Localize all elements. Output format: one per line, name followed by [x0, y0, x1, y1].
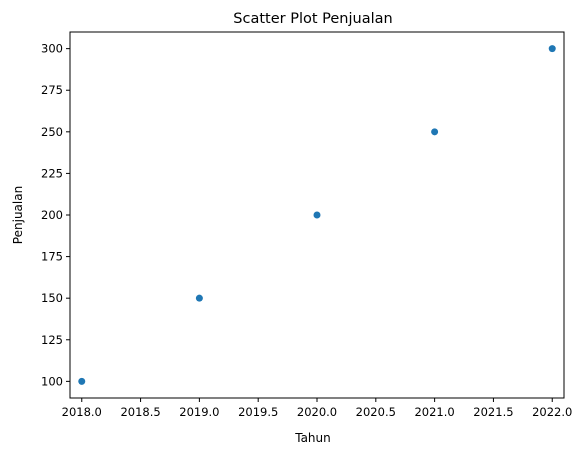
x-tick-label: 2019.5 [238, 405, 278, 419]
x-tick-label: 2018.5 [120, 405, 160, 419]
scatter-point [431, 128, 439, 136]
scatter-point [313, 211, 321, 219]
x-tick-label: 2021.0 [414, 405, 454, 419]
x-tick-label: 2018.0 [62, 405, 102, 419]
scatter-point [78, 377, 86, 385]
y-tick-label: 250 [41, 125, 63, 139]
y-tick-label: 200 [41, 208, 63, 222]
x-tick-label: 2021.5 [473, 405, 513, 419]
y-tick-label: 100 [41, 374, 63, 388]
chart-title: Scatter Plot Penjualan [233, 11, 392, 27]
scatter-point [195, 294, 203, 302]
y-axis-label: Penjualan [11, 186, 25, 244]
x-axis: 2018.0 2018.5 2019.0 2019.5 2020.0 2020.5 2021… [62, 398, 572, 419]
x-axis-label: Tahun [294, 431, 331, 445]
x-tick-label: 2019.0 [179, 405, 219, 419]
y-axis: 100 125 150 175 200 225 250 275 300 [41, 42, 70, 388]
scatter-points [78, 45, 556, 385]
x-tick-label: 2020.5 [356, 405, 396, 419]
x-tick-label: 2020.0 [297, 405, 337, 419]
y-tick-label: 150 [41, 291, 63, 305]
y-tick-label: 275 [41, 83, 63, 97]
y-tick-label: 225 [41, 166, 63, 180]
y-tick-label: 125 [41, 333, 63, 347]
y-tick-label: 300 [41, 42, 63, 56]
scatter-point [548, 45, 556, 53]
y-tick-label: 175 [41, 250, 63, 264]
x-tick-label: 2022.0 [532, 405, 572, 419]
